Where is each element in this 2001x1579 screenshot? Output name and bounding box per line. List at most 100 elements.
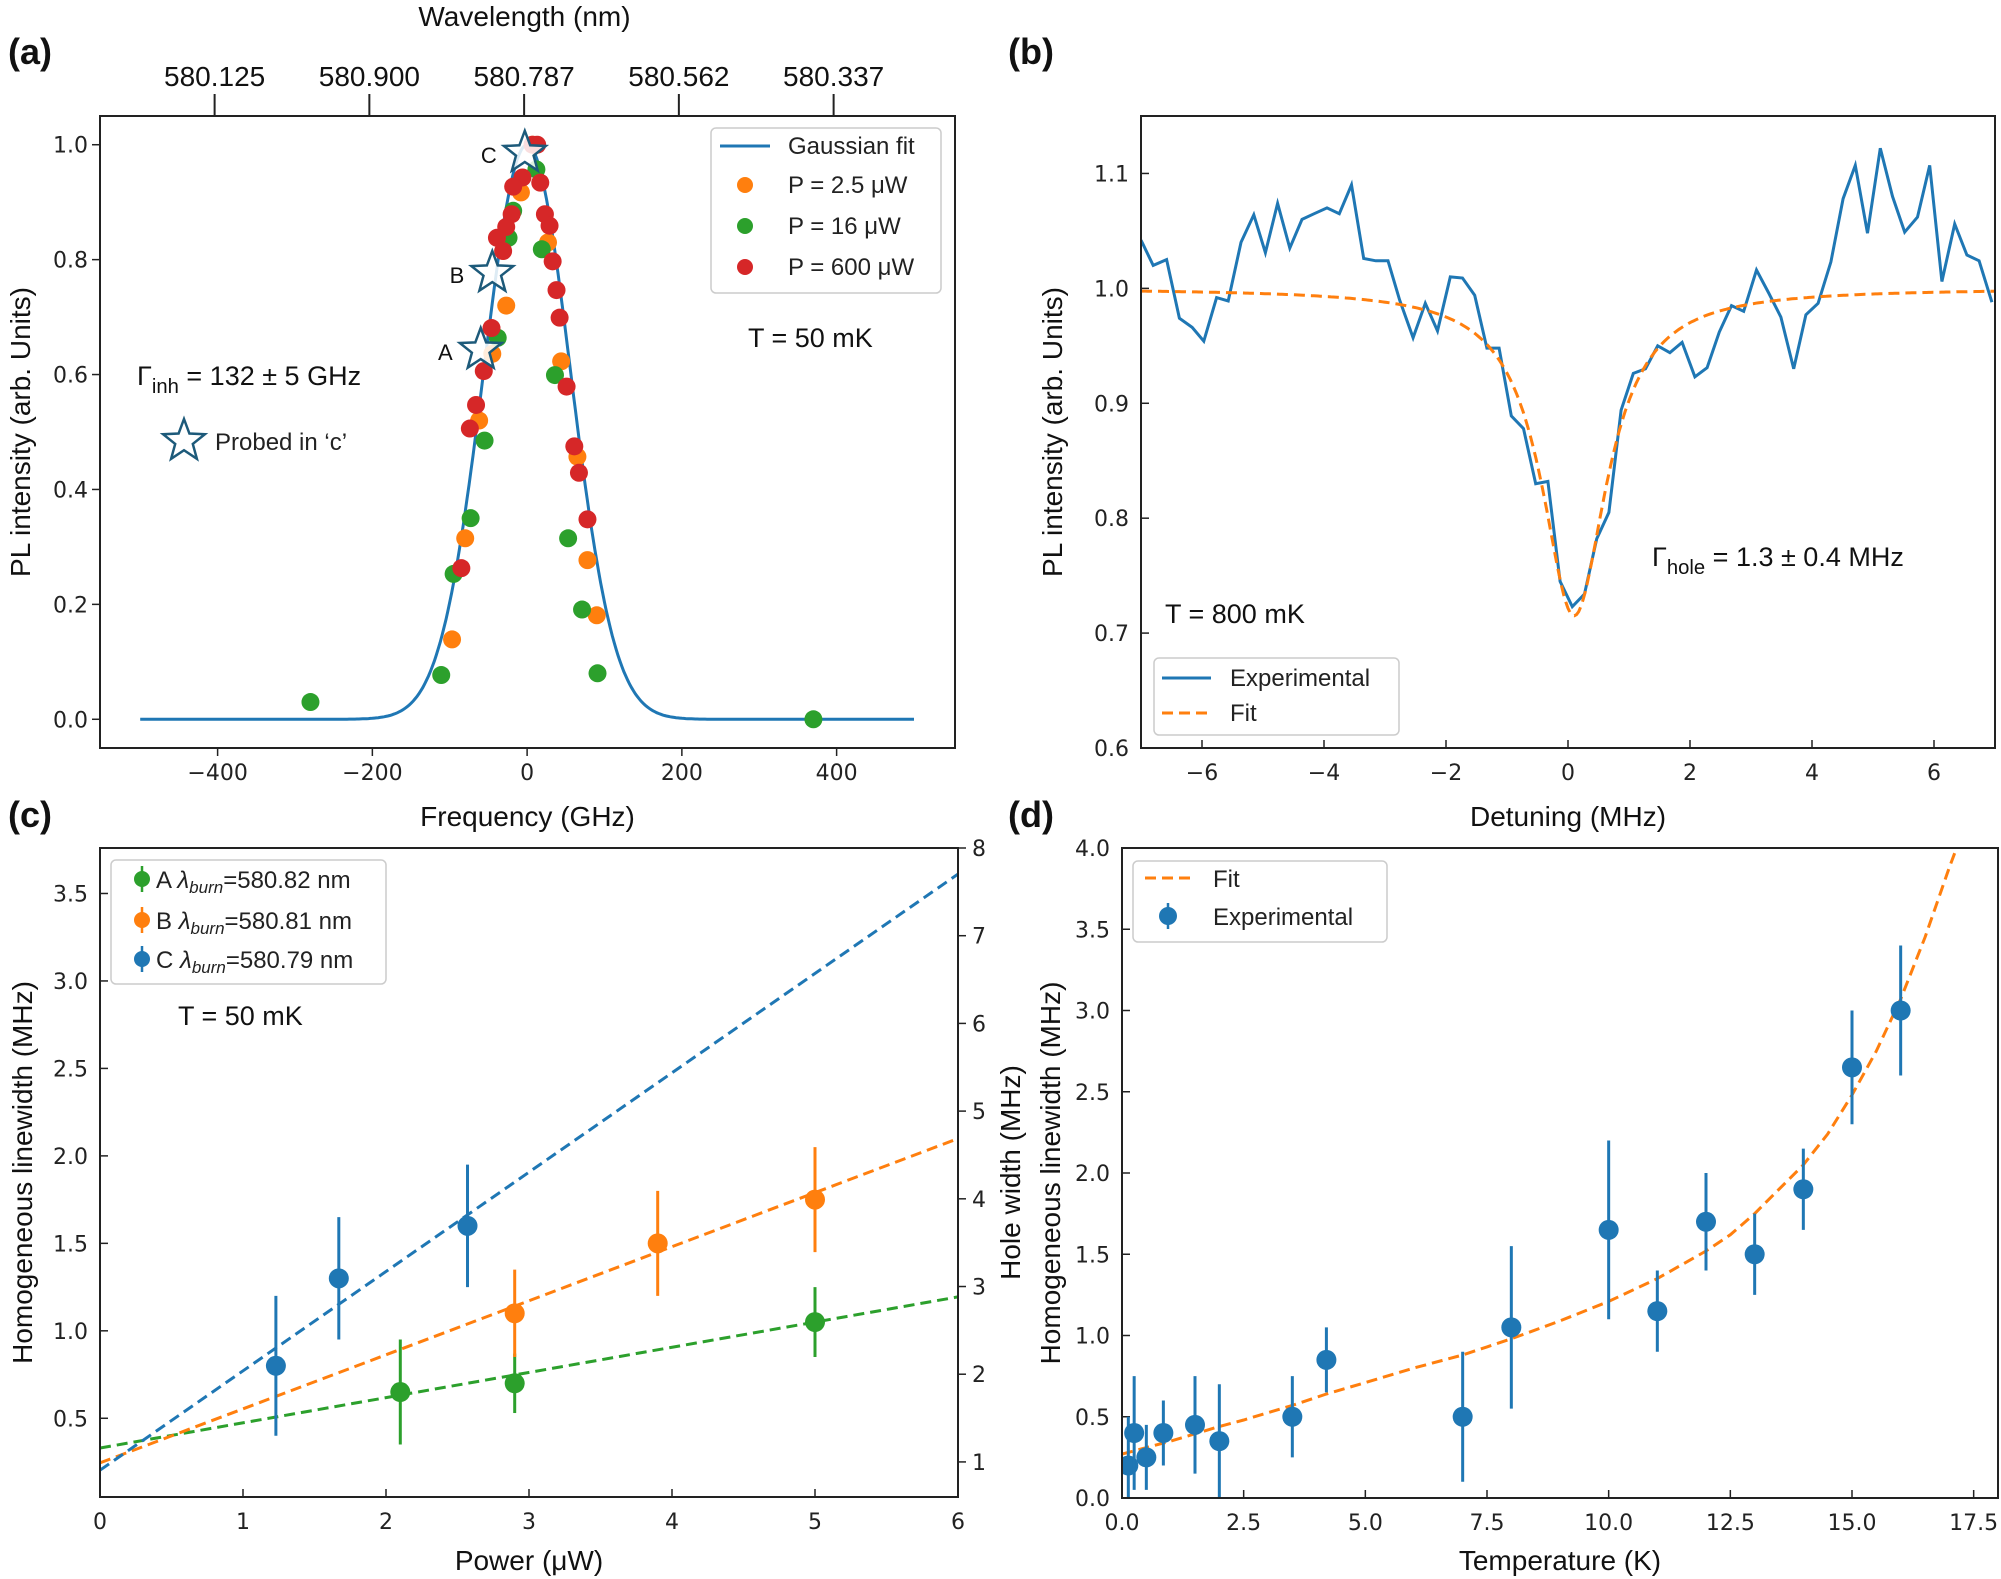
y-axis-label: PL intensity (arb. Units)	[1037, 287, 1068, 577]
legend-dot-marker	[737, 259, 753, 275]
axes-frame	[99, 115, 956, 749]
x-tick-label: 0	[93, 1510, 107, 1535]
data-point	[545, 366, 564, 385]
data-point	[1598, 1219, 1619, 1240]
y-tick-label: 3.5	[53, 882, 88, 907]
data-point	[805, 1189, 825, 1210]
data-point	[1316, 1349, 1337, 1370]
data-point	[1282, 1406, 1303, 1427]
x-tick-label: 6	[1927, 761, 1941, 786]
data-point	[497, 296, 516, 315]
data-point	[504, 177, 523, 196]
x-tick-label: 2	[379, 1510, 393, 1535]
right-y-tick-label: 5	[972, 1100, 986, 1125]
legend: Gaussian fit P = 2.5 μW P = 16 μW P = 600 μ…	[710, 127, 942, 294]
x-tick-label: 4	[1805, 761, 1819, 786]
legend-entry: Gaussian fit	[788, 133, 915, 160]
data-point	[328, 1268, 349, 1289]
legend-entry: Fit	[1230, 700, 1257, 727]
temperature-annotation: T = 50 mK	[178, 1001, 303, 1031]
legend-dot-marker	[134, 912, 150, 928]
y-tick-label: 1.0	[1094, 277, 1129, 302]
probed-star-C	[500, 127, 550, 174]
x-axis-label: Temperature (K)	[1459, 1545, 1661, 1576]
linear-fit-line	[100, 872, 958, 1472]
x-tick-label: 3	[522, 1510, 536, 1535]
x-tick-label: −200	[342, 761, 402, 786]
y-tick-label: 0.2	[53, 593, 88, 618]
subscript: burn	[189, 878, 223, 897]
legend-dot-marker	[1159, 907, 1177, 925]
legend-entry: P = 600 μW	[788, 254, 914, 281]
y-tick-label: 1.0	[1075, 1325, 1110, 1350]
right-y-tick-label: 3	[972, 1276, 986, 1301]
y-tick-label: 2.0	[1075, 1162, 1110, 1187]
linear-fit-line	[100, 1137, 958, 1465]
subscript: hole	[1667, 557, 1705, 579]
wavelength-value: =580.79 nm	[226, 947, 353, 974]
subscript: burn	[192, 958, 226, 977]
data-point	[559, 529, 578, 548]
x-tick-label: 7.5	[1470, 1511, 1505, 1536]
data-point	[1209, 1431, 1230, 1452]
data-point	[578, 551, 597, 570]
series-letter: B	[156, 908, 179, 935]
y-tick-label: 2.0	[53, 1145, 88, 1170]
data-point	[565, 437, 584, 456]
probed-point-label: B	[450, 263, 465, 288]
data-point	[1136, 1447, 1157, 1468]
right-y-tick-label: 7	[972, 925, 986, 950]
axes-frame	[99, 847, 959, 1498]
x-tick-label: 5.0	[1348, 1511, 1383, 1536]
data-point	[432, 666, 451, 685]
top-x-axis-label: Wavelength (nm)	[418, 1, 630, 32]
text: = 132 ± 5 GHz	[179, 361, 361, 391]
data-point	[805, 1312, 825, 1333]
x-tick-label: 1	[236, 1510, 250, 1535]
y-tick-label: 3.0	[1075, 1000, 1110, 1025]
data-point	[1185, 1414, 1205, 1435]
top-x-tick-label: 580.125	[164, 61, 265, 92]
data-point	[1793, 1179, 1814, 1200]
y-tick-label: 2.5	[53, 1057, 88, 1082]
data-point	[1696, 1211, 1716, 1232]
data-point	[647, 1233, 668, 1254]
x-axis-label: Power (μW)	[455, 1545, 603, 1576]
experimental-line	[1141, 147, 1994, 610]
x-tick-label: 5	[808, 1510, 822, 1535]
legend-dot-marker	[134, 871, 150, 887]
x-tick-label: 10.0	[1584, 1511, 1633, 1536]
data-point	[1124, 1423, 1145, 1443]
y-tick-label: 0.8	[1094, 507, 1129, 532]
data-point	[578, 510, 597, 529]
right-y-tick-label: 2	[972, 1363, 986, 1388]
x-tick-label: 400	[816, 761, 858, 786]
lambda-symbol: λ	[177, 908, 191, 935]
y-axis-label: Homogeneous linewidth (MHz)	[7, 981, 38, 1364]
legend-entry: Fit	[1213, 866, 1240, 893]
panel-label: (a)	[8, 31, 52, 72]
y-tick-label: 3.0	[53, 970, 88, 995]
y-tick-label: 1.0	[53, 1320, 88, 1345]
legend-box	[110, 859, 387, 985]
data-point	[804, 710, 823, 729]
legend-entry: C λburn=580.79 nm	[156, 947, 353, 977]
y-tick-label: 1.1	[1094, 162, 1129, 187]
x-tick-label: −2	[1430, 761, 1462, 786]
data-point	[569, 463, 588, 482]
data-point	[532, 240, 551, 259]
x-tick-label: 15.0	[1828, 1511, 1877, 1536]
y-tick-label: 0.6	[1094, 737, 1129, 762]
y-tick-label: 0.5	[53, 1407, 88, 1432]
data-point	[540, 216, 559, 235]
y-tick-label: 4.0	[1075, 837, 1110, 862]
probed-point-label: C	[481, 143, 497, 168]
right-y-tick-label: 6	[972, 1012, 986, 1037]
data-point	[456, 529, 475, 548]
star-icon	[159, 415, 209, 462]
x-tick-label: 4	[665, 1510, 679, 1535]
data-point	[1842, 1057, 1862, 1078]
data-point	[1647, 1301, 1668, 1322]
data-point	[587, 606, 606, 625]
